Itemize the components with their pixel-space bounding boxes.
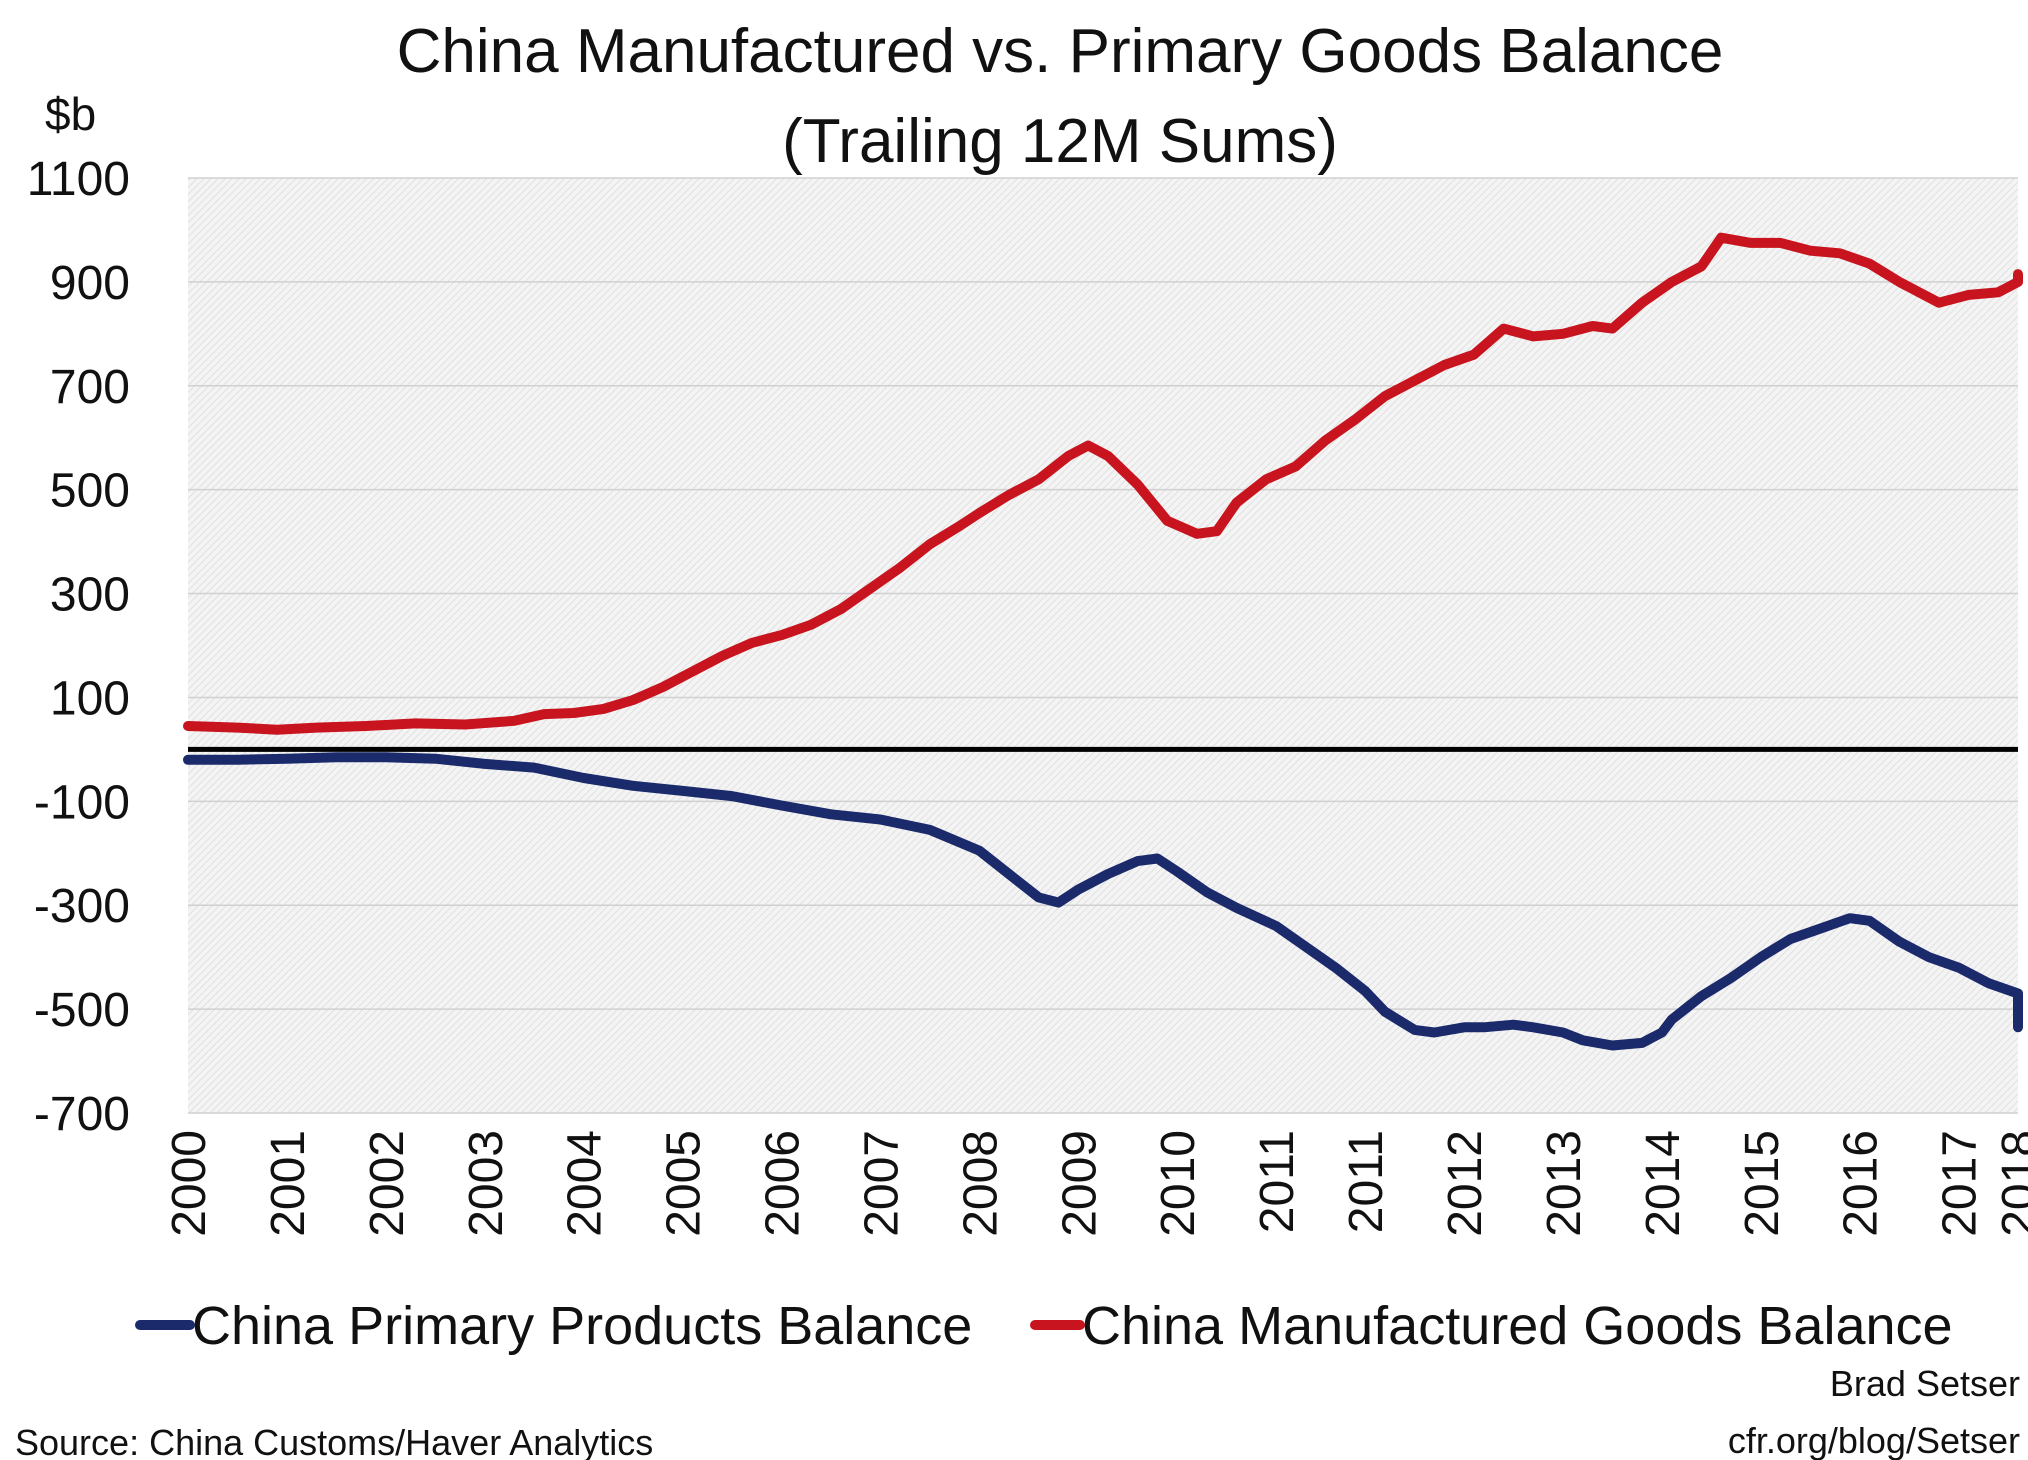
- x-tick-label: 2012: [1439, 1130, 1492, 1237]
- series-line-primary-products: [183, 752, 2023, 1051]
- y-tick-label: 500: [50, 465, 130, 518]
- x-tick-label: 2015: [1736, 1130, 1789, 1237]
- grid-lines: [188, 177, 2018, 1114]
- x-tick-label: 2007: [855, 1130, 908, 1237]
- y-axis-ticks: 1100 900 700 500 300 100 -100 -300 -500 -700: [27, 153, 130, 1141]
- legend: China Primary Products Balance China Man…: [135, 1296, 1953, 1356]
- y-tick-label: -700: [34, 1088, 130, 1141]
- series-lines: [183, 232, 2023, 1051]
- y-tick-label: -300: [34, 880, 130, 933]
- x-tick-label: 2008: [954, 1130, 1007, 1237]
- y-tick-label: 700: [50, 361, 130, 414]
- series-line-manufactured-goods: [183, 232, 2023, 735]
- x-tick-label: 2001: [262, 1130, 315, 1237]
- y-tick-label: 900: [50, 257, 130, 310]
- y-tick-label: 300: [50, 569, 130, 622]
- chart-title: China Manufactured vs. Primary Goods Bal…: [397, 17, 1724, 86]
- x-tick-label: 2009: [1053, 1130, 1106, 1237]
- x-tick-label: 2006: [757, 1130, 810, 1237]
- y-tick-label: -500: [34, 984, 130, 1037]
- y-tick-label: 100: [50, 672, 130, 725]
- x-tick-label: 2017: [1934, 1130, 1987, 1237]
- x-tick-label: 2016: [1835, 1130, 1888, 1237]
- source-note: Source: China Customs/Haver Analytics: [15, 1422, 653, 1460]
- x-tick-label: 2011: [1340, 1130, 1393, 1233]
- y-tick-label: -100: [34, 776, 130, 829]
- author-credit: Brad Setser: [1830, 1363, 2020, 1404]
- x-tick-label: 2011: [1251, 1130, 1304, 1233]
- x-tick-label: 2018: [1993, 1130, 2028, 1237]
- x-tick-label: 2005: [658, 1130, 711, 1237]
- x-tick-label: 2003: [460, 1130, 513, 1237]
- y-tick-label: 1100: [27, 153, 130, 206]
- legend-label-manufactured: China Manufactured Goods Balance: [1082, 1296, 1953, 1356]
- x-tick-label: 2002: [361, 1130, 414, 1237]
- plot-area-background: [188, 178, 2018, 1113]
- x-tick-label: 2013: [1538, 1130, 1591, 1237]
- website-credit: cfr.org/blog/Setser: [1728, 1420, 2020, 1460]
- legend-label-primary: China Primary Products Balance: [192, 1296, 972, 1356]
- x-tick-label: 2004: [559, 1130, 612, 1237]
- x-axis-ticks: 2000 2001 2002 2003 2004 2005 2006 2007 2008 2009…: [163, 1130, 2028, 1237]
- x-tick-label: 2014: [1637, 1130, 1690, 1237]
- y-axis-unit-label: $b: [45, 88, 96, 140]
- x-tick-label: 2000: [163, 1130, 216, 1237]
- x-tick-label: 2010: [1152, 1130, 1205, 1237]
- chart-subtitle: (Trailing 12M Sums): [782, 107, 1338, 176]
